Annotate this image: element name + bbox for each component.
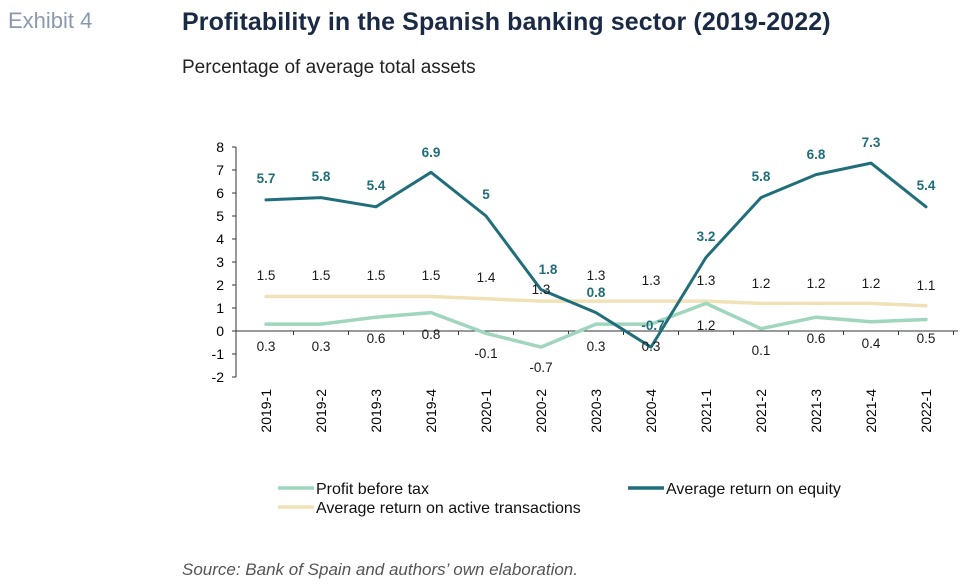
legend-label: Profit before tax [316,481,429,498]
data-label-active-transactions: 1.3 [642,273,661,288]
source-note: Source: Bank of Spain and authors’ own e… [182,560,578,579]
data-label-return-on-equity: 5.7 [257,171,276,186]
data-label-profit-before-tax: 0.8 [422,327,441,342]
y-tick-label: 4 [216,231,224,247]
x-tick-label: 2020-2 [533,389,549,433]
legend-label: Average return on active transactions [316,500,581,517]
x-tick-label: 2021-3 [808,389,824,433]
data-label-active-transactions: 1.5 [422,268,441,283]
y-tick-label: 3 [216,254,224,270]
data-label-return-on-equity: 5.8 [752,169,771,184]
data-label-active-transactions: 1.2 [862,276,881,291]
data-label-profit-before-tax: -0.1 [474,346,497,361]
data-label-active-transactions: 1.5 [367,268,386,283]
data-label-return-on-equity: 5.8 [312,169,331,184]
y-tick-label: 1 [216,300,224,316]
data-label-profit-before-tax: 0.3 [587,339,606,354]
data-label-active-transactions: 1.5 [257,268,276,283]
x-tick-label: 2022-1 [918,389,934,433]
y-tick-label: -1 [212,346,225,362]
x-tick-label: 2020-1 [478,389,494,433]
y-tick-label: -2 [212,369,225,385]
chart-title: Profitability in the Spanish banking sec… [182,8,831,36]
y-tick-label: 0 [216,323,224,339]
data-label-return-on-equity: 7.3 [862,135,881,150]
exhibit-label: Exhibit 4 [8,8,93,33]
data-label-return-on-equity: 5 [482,187,490,202]
x-tick-label: 2020-4 [643,389,659,433]
x-tick-label: 2019-3 [368,389,384,433]
x-tick-label: 2020-3 [588,389,604,433]
x-tick-label: 2019-1 [258,389,274,433]
data-label-profit-before-tax: -0.7 [529,360,552,375]
y-tick-label: 2 [216,277,224,293]
data-label-profit-before-tax: 0.1 [752,343,771,358]
y-tick-label: 7 [216,162,224,178]
data-label-return-on-equity: 1.8 [539,262,558,277]
y-tick-label: 8 [216,139,224,155]
legend-label: Average return on equity [666,481,841,498]
data-label-active-transactions: 1.3 [587,268,606,283]
data-label-return-on-equity: 0.8 [587,285,606,300]
data-label-profit-before-tax: 0.3 [642,339,661,354]
data-label-active-transactions: 1.3 [697,273,716,288]
x-tick-label: 2019-4 [423,389,439,433]
series-line-2 [264,294,928,308]
x-tick-label: 2021-1 [698,389,714,433]
data-label-profit-before-tax: 0.3 [257,339,276,354]
x-tick-label: 2021-4 [863,389,879,433]
data-label-return-on-equity: 5.4 [367,178,386,193]
y-tick-label: 5 [216,208,224,224]
data-label-active-transactions: 1.3 [532,282,551,297]
data-label-return-on-equity: 3.2 [697,229,716,244]
data-label-active-transactions: 1.5 [312,268,331,283]
data-label-active-transactions: 1.1 [917,278,936,293]
data-label-return-on-equity: 6.8 [807,147,826,162]
series-line-1 [264,161,928,349]
series-line-0 [264,301,928,349]
data-label-return-on-equity: 6.9 [422,145,441,160]
data-label-return-on-equity: -0.7 [641,318,664,333]
data-label-active-transactions: 1.4 [477,270,496,285]
data-label-active-transactions: 1.2 [752,276,771,291]
x-tick-label: 2021-2 [753,389,769,433]
data-label-profit-before-tax: 1.2 [697,318,716,333]
data-label-profit-before-tax: 0.6 [367,331,386,346]
data-label-profit-before-tax: 0.4 [862,336,881,351]
y-tick-label: 6 [216,185,224,201]
data-label-return-on-equity: 5.4 [917,178,936,193]
chart-subtitle: Percentage of average total assets [182,57,476,78]
data-label-profit-before-tax: 0.3 [312,339,331,354]
data-label-profit-before-tax: 0.5 [917,331,936,346]
data-label-profit-before-tax: 0.6 [807,331,826,346]
data-label-active-transactions: 1.2 [807,276,826,291]
x-tick-label: 2019-2 [313,389,329,433]
